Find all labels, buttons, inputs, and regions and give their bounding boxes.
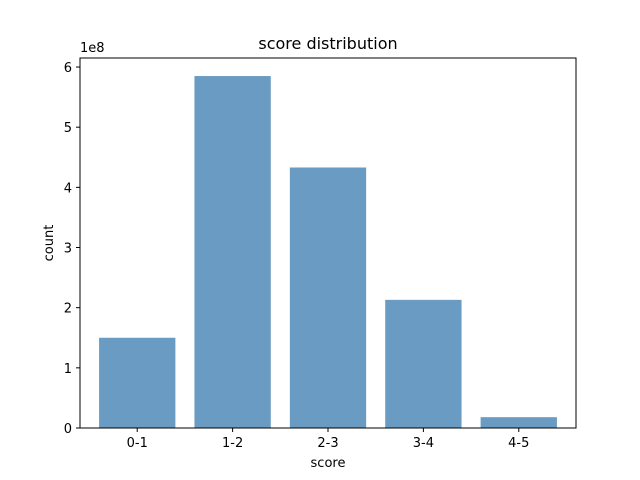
y-axis-label: count [42, 225, 57, 262]
y-ticks-group: 0 1 2 3 4 5 6 [64, 61, 80, 437]
y-tick-label: 2 [64, 302, 72, 317]
y-tick-label: 5 [64, 121, 72, 136]
x-tick-label: 4-5 [508, 436, 529, 451]
bar-2-3 [289, 167, 367, 428]
chart-title: score distribution [258, 34, 397, 53]
y-tick-label: 0 [64, 422, 72, 437]
x-tick-label: 0-1 [127, 436, 148, 451]
bar-1-2 [194, 76, 271, 429]
y-tick-label: 6 [64, 61, 72, 76]
y-tick-label: 4 [64, 181, 72, 196]
y-tick-label: 3 [64, 242, 72, 257]
x-tick-label: 2-3 [317, 436, 338, 451]
x-ticks-group: 0-1 1-2 2-3 3-4 4-5 [127, 428, 529, 451]
x-tick-label: 1-2 [222, 436, 243, 451]
x-tick-label: 3-4 [413, 436, 434, 451]
y-tick-label: 1 [64, 362, 72, 377]
plot-frame [79, 57, 577, 429]
bar-3-4 [385, 299, 462, 428]
bars-group [99, 76, 557, 429]
y-axis-offset-text: 1e8 [80, 41, 105, 56]
bar-0-1 [99, 337, 176, 428]
x-axis-label: score [311, 456, 346, 471]
bar-4-5 [480, 417, 557, 428]
